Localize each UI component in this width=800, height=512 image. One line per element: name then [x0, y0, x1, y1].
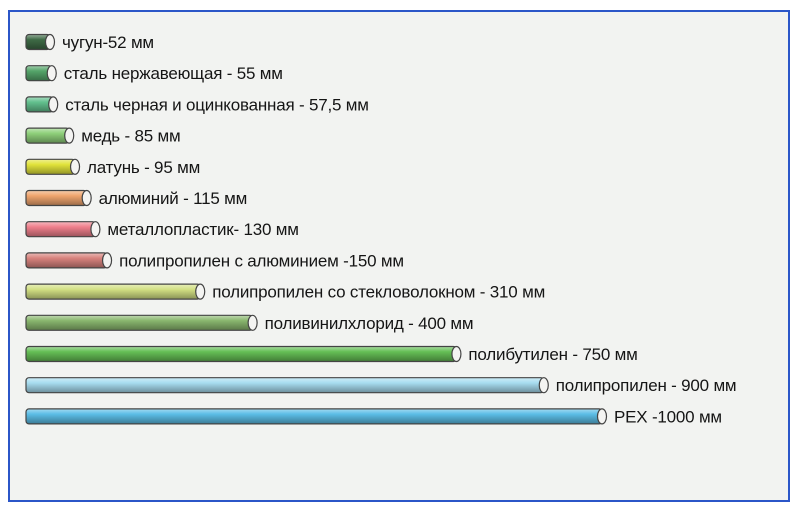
bar-label: чугун-52 мм — [62, 33, 154, 52]
bar: полибутилен - 750 мм — [25, 345, 638, 364]
bar-label: алюминий - 115 мм — [99, 189, 247, 208]
bar-label: сталь нержавеющая - 55 мм — [64, 64, 283, 83]
bar-body — [25, 221, 97, 238]
bar: медь - 85 мм — [25, 127, 181, 146]
bar-label: медь - 85 мм — [81, 127, 180, 146]
bar-end — [451, 345, 462, 363]
bar-end — [538, 377, 549, 394]
bar-label: полибутилен - 750 мм — [468, 345, 637, 364]
bar-end — [46, 65, 57, 82]
bar: полипропилен с алюминием -150 мм — [25, 251, 404, 270]
bar: алюминий - 115 мм — [25, 189, 247, 208]
bars-layer: чугун-52 мм сталь нержавеющая - 55 мм стал… — [25, 33, 737, 426]
bar-label: полипропилен - 900 мм — [556, 376, 737, 395]
bar-end — [69, 158, 81, 175]
bar-body — [25, 158, 76, 175]
bar: чугун-52 мм — [25, 33, 154, 52]
bar-end — [64, 127, 75, 144]
bar: поливинилхлорид - 400 мм — [25, 314, 474, 333]
bar-end — [101, 252, 113, 269]
bar-end — [81, 189, 92, 207]
bar-label: PEX -1000 мм — [614, 407, 722, 426]
bar: сталь нержавеющая - 55 мм — [25, 64, 283, 83]
bar: сталь черная и оцинкованная - 57,5 мм — [25, 95, 369, 114]
bar-label: поливинилхлорид - 400 мм — [265, 314, 474, 333]
bar-body — [25, 127, 70, 144]
bar: металлопластик- 130 мм — [25, 220, 299, 239]
bar-label: металлопластик- 130 мм — [107, 220, 298, 239]
bar-end — [247, 314, 258, 331]
bar-body — [25, 408, 603, 425]
bar-body — [25, 345, 458, 363]
bar: полипропилен - 900 мм — [25, 376, 737, 395]
bar-end — [44, 33, 56, 51]
bar-end — [48, 96, 59, 113]
bar-label: полипропилен со стекловолокном - 310 мм — [212, 283, 545, 302]
bar-label: полипропилен с алюминием -150 мм — [119, 251, 404, 270]
bar-label: сталь черная и оцинкованная - 57,5 мм — [65, 95, 369, 114]
bar-body — [25, 314, 254, 331]
bar: PEX -1000 мм — [25, 407, 722, 426]
bar-end — [195, 283, 206, 300]
bar-end — [596, 408, 608, 425]
bar-end — [90, 221, 101, 238]
bar-label: латунь - 95 мм — [87, 158, 200, 177]
bar-body — [25, 377, 545, 394]
bar-body — [25, 189, 88, 207]
bar-body — [25, 283, 201, 300]
bar: латунь - 95 мм — [25, 158, 200, 177]
bar-body — [25, 252, 108, 269]
bar: полипропилен со стекловолокном - 310 мм — [25, 283, 545, 302]
